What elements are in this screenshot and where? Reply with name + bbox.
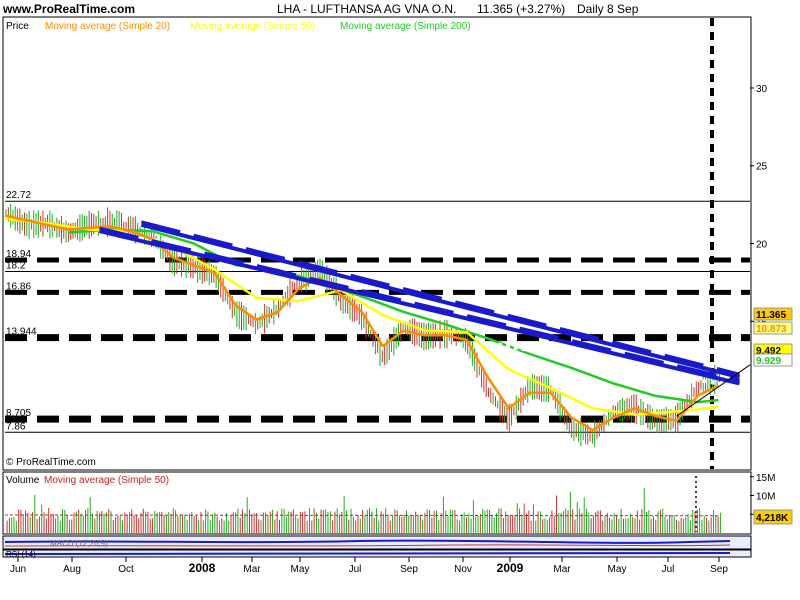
level-label: 22.72 — [6, 190, 31, 201]
macd-signal-line — [4, 544, 731, 547]
volume-last-box — [753, 509, 793, 525]
x-tick-label: May — [291, 564, 310, 575]
ma-line-1 — [4, 214, 720, 432]
x-tick-label: Jul — [349, 564, 362, 575]
level-label: 7.86 — [6, 421, 26, 432]
legend-entry: Moving average (Simple 50) — [190, 21, 315, 32]
volume-panel-frame — [2, 471, 752, 535]
legend-entry: Price — [6, 21, 29, 32]
last-value-box — [753, 353, 793, 367]
level-label: 8.705 — [6, 408, 31, 419]
level-label: 18.94 — [6, 249, 31, 260]
volume-legend: Moving average (Simple 50) — [44, 475, 169, 486]
trendline — [98, 229, 740, 386]
projection-dotted-line — [497, 342, 719, 386]
quote-value: 11.365 (+3.27%) — [477, 2, 566, 16]
x-tick-label: 2009 — [497, 561, 524, 575]
level-label: 18.2 — [6, 260, 26, 271]
copyright: © ProRealTime.com — [6, 457, 96, 468]
x-tick-label: Oct — [118, 564, 134, 575]
instrument-title: LHA - LUFTHANSA AG VNA O.N. — [277, 2, 457, 16]
rsi-line — [4, 552, 731, 555]
x-tick-label: Mar — [243, 564, 261, 575]
price-panel-frame — [2, 16, 752, 471]
trendline — [140, 222, 741, 380]
y-tick-label: 30 — [756, 84, 768, 95]
period-label: Daily 8 Sep — [577, 2, 639, 16]
volume-tick-label: 10M — [756, 492, 775, 503]
last-value-box — [753, 321, 793, 335]
site-title[interactable]: www.ProRealTime.com — [3, 2, 136, 16]
trendline-dash — [99, 226, 740, 382]
support-line — [676, 364, 751, 417]
last-value-label: 11.365 — [756, 310, 786, 321]
x-tick-label: Nov — [454, 564, 472, 575]
rsi-legend: RSI (14) — [6, 550, 36, 559]
ma-line-2 — [4, 217, 719, 416]
macd-line — [4, 539, 731, 544]
x-tick-label: Sep — [400, 564, 418, 575]
last-value-box — [753, 307, 793, 321]
macd-legend: MACD (12,26,9) — [50, 539, 108, 548]
level-label: 16.86 — [6, 281, 31, 292]
x-tick-label: 2008 — [189, 561, 216, 575]
y-tick-label: 20 — [756, 240, 768, 251]
y-tick-label: 25 — [756, 162, 768, 173]
x-tick-label: Jul — [662, 564, 675, 575]
trendline-dash — [141, 220, 740, 376]
legend-entry: Moving average (Simple 20) — [45, 21, 170, 32]
volume-legend: Volume — [6, 475, 40, 486]
legend-entry: Moving average (Simple 200) — [340, 21, 471, 32]
x-tick-label: Jun — [10, 564, 26, 575]
last-value-label: 9.492 — [756, 346, 781, 357]
x-tick-label: Mar — [553, 564, 571, 575]
x-tick-label: Aug — [63, 564, 81, 575]
ma-line-3 — [67, 228, 719, 404]
volume-last-value: 4,218K — [756, 513, 789, 524]
last-value-label: 10.873 — [756, 324, 787, 335]
level-label: 13.944 — [6, 327, 37, 338]
last-value-label: 9.929 — [756, 356, 781, 367]
x-tick-label: May — [608, 564, 627, 575]
volume-tick-label: 15M — [756, 473, 775, 484]
x-tick-label: Sep — [710, 564, 728, 575]
volume-ma-line — [4, 514, 719, 517]
